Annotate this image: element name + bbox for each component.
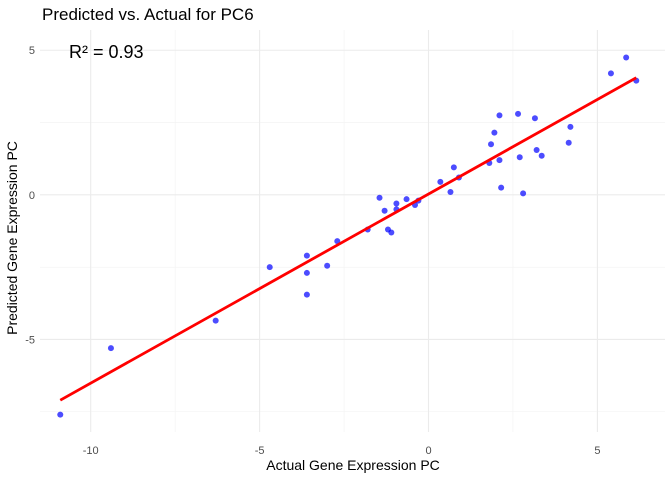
data-point [376,194,383,201]
data-points [57,54,640,418]
minor-gridlines [40,30,665,432]
x-tick-label: -10 [83,445,99,457]
data-point [57,411,64,418]
y-tick-label: -5 [25,334,35,346]
data-point [450,164,457,171]
data-point [498,184,505,191]
data-point [447,188,454,195]
data-point [496,157,503,164]
y-axis-title: Predicted Gene Expression PC [4,141,20,335]
data-point [491,129,498,136]
data-point [623,54,630,61]
data-point [334,238,341,245]
data-point [303,291,310,298]
data-point [607,70,614,77]
y-tick-label: 5 [29,45,35,57]
data-point [437,178,444,185]
x-tick-label: -5 [255,445,265,457]
data-point [565,139,572,146]
data-point [496,112,503,119]
data-point [393,200,400,207]
data-point [515,110,522,117]
data-point [531,115,538,122]
data-point [266,264,273,271]
data-point [516,154,523,161]
x-axis-title: Actual Gene Expression PC [266,457,440,473]
r-squared-annotation: R² = 0.93 [69,42,144,62]
y-tick-label: 0 [29,190,35,202]
data-point [212,317,219,324]
data-point [403,196,410,203]
data-point [520,190,527,197]
data-point [388,229,395,236]
data-point [324,262,331,269]
data-point [303,252,310,259]
data-point [381,207,388,214]
major-gridlines [40,30,665,432]
data-point [567,123,574,130]
data-point [538,152,545,159]
data-point [303,269,310,276]
data-point [107,345,114,352]
data-point [533,147,540,154]
y-axis-ticks: -5 0 5 [25,45,35,346]
regression-line [59,76,637,402]
x-axis-ticks: -10 -5 0 5 [83,445,601,457]
chart-title: Predicted vs. Actual for PC6 [42,5,254,24]
data-point [488,141,495,148]
x-tick-label: 0 [425,445,431,457]
x-tick-label: 5 [594,445,600,457]
